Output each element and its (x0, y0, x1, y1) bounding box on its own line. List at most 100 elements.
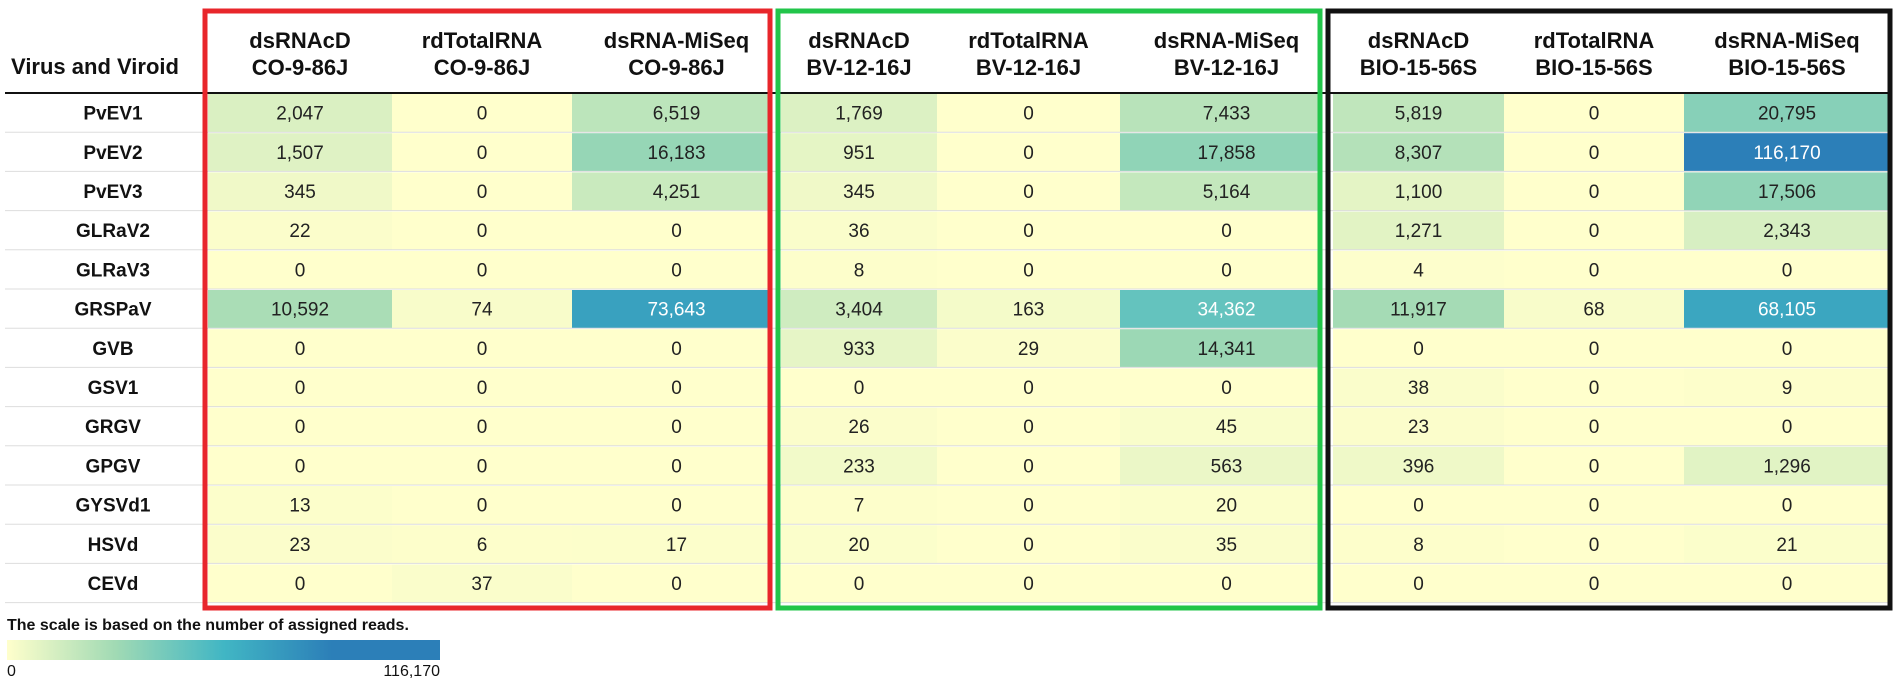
cell-value-GRGV-3: 26 (848, 417, 869, 438)
heatmap-cell-HSVd-8 (1684, 525, 1890, 564)
cell-value-CEVd-0: 0 (295, 574, 306, 595)
cell-value-PvEV3-7: 0 (1589, 182, 1600, 203)
heatmap-cell-PvEV1-0 (208, 94, 392, 133)
column-header-0-line-0: dsRNAcD (249, 28, 350, 53)
cell-value-PvEV1-5: 7,433 (1203, 104, 1251, 125)
heatmap-cell-PvEV2-6 (1333, 133, 1504, 172)
heatmap-chart: Virus and ViroiddsRNAcDCO-9-86JrdTotalRN… (5, 8, 1893, 611)
column-header-3-line-0: dsRNAcD (808, 28, 909, 53)
cell-value-PvEV2-5: 17,858 (1197, 143, 1255, 164)
cell-value-CEVd-8: 0 (1782, 574, 1793, 595)
cell-value-GLRaV3-8: 0 (1782, 260, 1793, 281)
heatmap-cell-PvEV3-0 (208, 172, 392, 211)
cell-value-HSVd-3: 20 (848, 535, 869, 556)
heatmap-cell-GLRaV2-2 (572, 211, 781, 250)
heatmap-cell-GRSPaV-2 (572, 290, 781, 329)
heatmap-cell-GLRaV3-6 (1333, 250, 1504, 289)
heatmap-cell-CEVd-2 (572, 564, 781, 603)
heatmap-cell-GPGV-6 (1333, 446, 1504, 485)
cell-value-PvEV3-5: 5,164 (1203, 182, 1251, 203)
cell-value-CEVd-4: 0 (1023, 574, 1034, 595)
cell-value-GRGV-7: 0 (1589, 417, 1600, 438)
heatmap-cell-GLRaV2-5 (1120, 211, 1333, 250)
cell-value-GLRaV2-4: 0 (1023, 221, 1034, 242)
heatmap-cell-GVB-0 (208, 329, 392, 368)
heatmap-cell-GRGV-5 (1120, 407, 1333, 446)
cell-value-GRSPaV-8: 68,105 (1758, 300, 1816, 321)
heatmap-cell-GLRaV3-5 (1120, 250, 1333, 289)
heatmap-cell-GRGV-3 (781, 407, 937, 446)
cell-value-HSVd-1: 6 (477, 535, 488, 556)
heatmap-cell-GSV1-5 (1120, 368, 1333, 407)
heatmap-cell-PvEV3-1 (392, 172, 572, 211)
cell-value-GPGV-2: 0 (671, 456, 682, 477)
heatmap-cell-GSV1-8 (1684, 368, 1890, 407)
cell-value-HSVd-8: 21 (1776, 535, 1797, 556)
cell-value-GYSVd1-7: 0 (1589, 496, 1600, 517)
cell-value-GLRaV3-0: 0 (295, 260, 306, 281)
cell-value-GSV1-2: 0 (671, 378, 682, 399)
column-header-5-line-1: BV-12-16J (1174, 55, 1279, 80)
heatmap-cell-GLRaV3-8 (1684, 250, 1890, 289)
cell-value-GVB-3: 933 (843, 339, 875, 360)
cell-value-PvEV1-2: 6,519 (653, 104, 701, 125)
heatmap-cell-PvEV3-3 (781, 172, 937, 211)
group-frame-BV-12-16J (775, 8, 1323, 611)
heatmap-cell-GVB-8 (1684, 329, 1890, 368)
cell-value-HSVd-7: 0 (1589, 535, 1600, 556)
heatmap-cell-GPGV-8 (1684, 446, 1890, 485)
row-label-CEVd: CEVd (88, 574, 139, 595)
cell-value-PvEV1-6: 5,819 (1395, 104, 1443, 125)
heatmap-cell-GSV1-7 (1504, 368, 1684, 407)
column-header-7-line-0: rdTotalRNA (1534, 28, 1655, 53)
cell-value-GPGV-1: 0 (477, 456, 488, 477)
heatmap-cell-GPGV-1 (392, 446, 572, 485)
cell-value-PvEV2-6: 8,307 (1395, 143, 1443, 164)
cell-value-GRSPaV-5: 34,362 (1197, 300, 1255, 321)
heatmap-cell-PvEV3-5 (1120, 172, 1333, 211)
heatmap-cell-GRGV-0 (208, 407, 392, 446)
heatmap-cell-PvEV3-4 (937, 172, 1120, 211)
cell-value-GVB-0: 0 (295, 339, 306, 360)
heatmap-cell-HSVd-7 (1504, 525, 1684, 564)
cell-value-GSV1-1: 0 (477, 378, 488, 399)
heatmap-cell-PvEV1-4 (937, 94, 1120, 133)
heatmap-cell-PvEV1-2 (572, 94, 781, 133)
heatmap-cell-PvEV1-5 (1120, 94, 1333, 133)
cell-value-PvEV3-3: 345 (843, 182, 875, 203)
heatmap-cell-PvEV2-2 (572, 133, 781, 172)
heatmap-cell-GSV1-4 (937, 368, 1120, 407)
cell-value-GRGV-2: 0 (671, 417, 682, 438)
heatmap-cell-GVB-6 (1333, 329, 1504, 368)
group-frame-CO-9-86J (202, 8, 773, 611)
heatmap-cell-GRSPaV-3 (781, 290, 937, 329)
heatmap-cell-GSV1-3 (781, 368, 937, 407)
cell-value-GLRaV3-3: 8 (854, 260, 865, 281)
heatmap-cell-CEVd-0 (208, 564, 392, 603)
cell-value-GRSPaV-6: 11,917 (1390, 300, 1447, 321)
heatmap-cell-PvEV3-6 (1333, 172, 1504, 211)
cell-value-CEVd-1: 37 (471, 574, 492, 595)
column-header-6-line-0: dsRNAcD (1368, 28, 1469, 53)
column-header-1-line-0: rdTotalRNA (422, 28, 543, 53)
row-label-GLRaV3: GLRaV3 (76, 260, 150, 281)
row-label-GLRaV2: GLRaV2 (76, 221, 150, 242)
cell-value-GSV1-4: 0 (1023, 378, 1034, 399)
heatmap-cell-HSVd-5 (1120, 525, 1333, 564)
cell-value-HSVd-5: 35 (1216, 535, 1237, 556)
cell-value-GYSVd1-2: 0 (671, 496, 682, 517)
heatmap-cell-PvEV3-7 (1504, 172, 1684, 211)
cell-value-GLRaV2-1: 0 (477, 221, 488, 242)
heatmap-cell-GRSPaV-4 (937, 290, 1120, 329)
heatmap-cell-CEVd-6 (1333, 564, 1504, 603)
column-header-4-line-0: rdTotalRNA (968, 28, 1089, 53)
cell-value-GRSPaV-0: 10,592 (271, 300, 329, 321)
heatmap-cell-GVB-7 (1504, 329, 1684, 368)
heatmap-cell-HSVd-3 (781, 525, 937, 564)
cell-value-GRSPaV-3: 3,404 (835, 300, 883, 321)
cell-value-GLRaV2-7: 0 (1589, 221, 1600, 242)
heatmap-cell-GRSPaV-1 (392, 290, 572, 329)
column-header-0-line-1: CO-9-86J (252, 55, 349, 80)
heatmap-cell-GYSVd1-6 (1333, 486, 1504, 525)
cell-value-HSVd-6: 8 (1413, 535, 1424, 556)
